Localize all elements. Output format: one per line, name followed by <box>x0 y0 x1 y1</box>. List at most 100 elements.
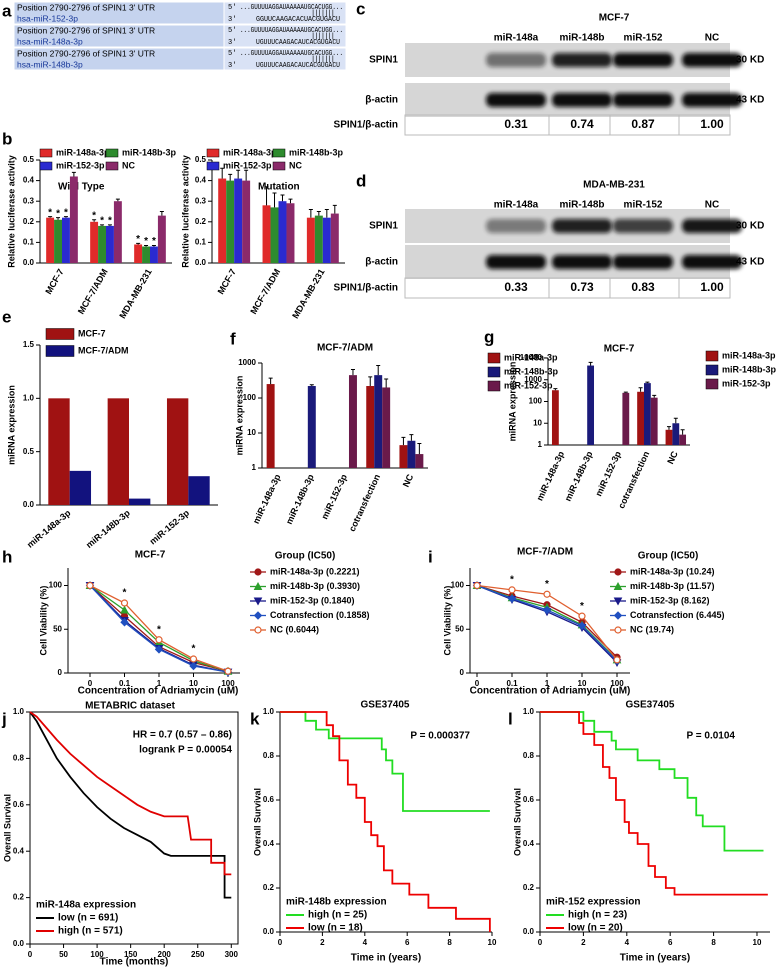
lane-label: miR-148a <box>494 200 539 211</box>
x-tick-label: 4 <box>363 938 368 947</box>
error-bar <box>350 369 355 376</box>
legend-title: miR-152 expression <box>546 897 641 908</box>
marker <box>507 594 517 603</box>
bar <box>150 246 158 263</box>
bar <box>672 423 680 445</box>
legend-label: high (n = 23) <box>568 910 627 921</box>
ratio-value: 0.73 <box>570 280 594 294</box>
y-tick-label: 0.0 <box>263 927 275 936</box>
marker <box>473 581 481 590</box>
x-tick-label: miR-148a-3p <box>534 449 566 502</box>
error-bar <box>280 194 285 202</box>
significance: * <box>64 207 68 218</box>
panel-label: c <box>356 0 365 18</box>
x-tick-label: 0 <box>88 679 93 688</box>
utr-position: Position 2790-2796 of SPIN1 3' UTR <box>17 2 155 12</box>
x-tick-label: cotransfection <box>347 473 382 533</box>
x-tick-label: miR-148a-3p <box>251 472 283 525</box>
marker <box>155 636 163 644</box>
error-bar <box>308 208 313 218</box>
bar <box>218 178 227 263</box>
legend-title: miR-148b expression <box>286 897 387 908</box>
bar <box>286 203 295 263</box>
y-axis-label: miRNA expression <box>6 385 16 465</box>
y-tick-label: 1.0 <box>13 707 25 716</box>
y-tick-label: 100 <box>243 393 257 402</box>
x-tick-label: 1 <box>157 679 162 688</box>
bar <box>665 429 673 445</box>
x-tick-label: miR-148b-3p <box>563 449 595 503</box>
y-axis-label: Overall Survival <box>2 794 12 862</box>
error-bar <box>268 377 273 385</box>
legend-label: miR-148b-3p <box>122 147 177 157</box>
x-tick-label: NC <box>401 472 416 488</box>
x-tick-label: miR-148a-3p <box>25 507 73 549</box>
bar <box>679 434 687 445</box>
utr-sequence: ...GUUUUAGGAUAAAAAUGCACUGG... <box>240 27 343 35</box>
significance: * <box>510 575 514 586</box>
x-tick-label: MCF-7 <box>43 267 65 296</box>
bar <box>113 201 122 263</box>
y-tick-label: 0.2 <box>13 893 25 902</box>
marker <box>543 590 551 598</box>
band <box>682 53 742 67</box>
bar <box>62 217 70 263</box>
band <box>682 93 742 107</box>
size-label: 30 KD <box>736 55 764 66</box>
three-prime: 3' <box>228 39 236 47</box>
legend-label: MCF-7/ADM <box>78 345 129 355</box>
x-tick-label: 0 <box>28 950 33 959</box>
y-tick-label: 100 <box>451 581 465 590</box>
ratio-box <box>404 277 731 299</box>
row-label: SPIN1 <box>369 221 398 232</box>
legend-label: miR-148b-3p <box>504 366 559 376</box>
y-tick-label: 0 <box>58 668 63 677</box>
survival-curve <box>280 711 491 932</box>
error-bar <box>56 217 61 220</box>
x-tick-label: miR-152-3p <box>319 472 349 521</box>
x-tick-label: 100 <box>90 950 104 959</box>
lane-label: miR-152 <box>624 33 663 44</box>
legend-swatch <box>39 161 53 171</box>
legend-label: MCF-7 <box>78 328 106 338</box>
panel-label: l <box>508 709 513 728</box>
survival-curve <box>540 711 768 896</box>
y-axis-label: Cell Viability (%) <box>38 586 48 656</box>
lane-label: NC <box>705 200 719 211</box>
y-axis-label: Relative luciferase activity <box>6 155 16 268</box>
y-tick-label: 1 <box>252 463 257 472</box>
significance: * <box>580 601 584 612</box>
legend-label: miR-152-3p <box>504 380 553 390</box>
x-tick-label: 2 <box>581 938 586 947</box>
bar <box>226 180 235 263</box>
error-bar <box>288 198 293 204</box>
y-tick-label: 1000 <box>524 375 542 384</box>
x-tick-label: MCF-7 <box>216 267 238 296</box>
significance: * <box>192 644 196 655</box>
y-tick-label: 0.3 <box>23 196 35 205</box>
legend-marker <box>613 611 623 620</box>
mirna-name: hsa-miR-148a-3p <box>17 36 83 46</box>
bar <box>587 365 595 445</box>
error-bar <box>553 388 558 391</box>
survival-curve <box>29 711 232 876</box>
legend-label: high (n = 571) <box>58 926 123 937</box>
error-bar <box>272 192 277 208</box>
error-bar <box>623 391 628 393</box>
marker <box>224 667 232 675</box>
significance: * <box>48 207 52 218</box>
x-tick-label: 0 <box>475 679 480 688</box>
ratio-value: 1.00 <box>700 280 724 294</box>
significance: * <box>152 236 156 247</box>
bar <box>399 445 408 468</box>
y-tick-label: 1000 <box>238 358 256 367</box>
mirna-sequence: GGUUCAAGACACUACGUGACU <box>256 16 340 24</box>
bar <box>374 375 383 468</box>
bar <box>415 454 424 468</box>
error-bar <box>417 443 422 455</box>
x-tick-label: 10 <box>488 938 497 947</box>
ratio-value: 0.31 <box>504 117 528 131</box>
legend-swatch <box>105 148 119 158</box>
x-axis-label: Concentration of Adriamycin (uM) <box>78 686 239 697</box>
y-tick-label: 0.1 <box>23 238 35 247</box>
